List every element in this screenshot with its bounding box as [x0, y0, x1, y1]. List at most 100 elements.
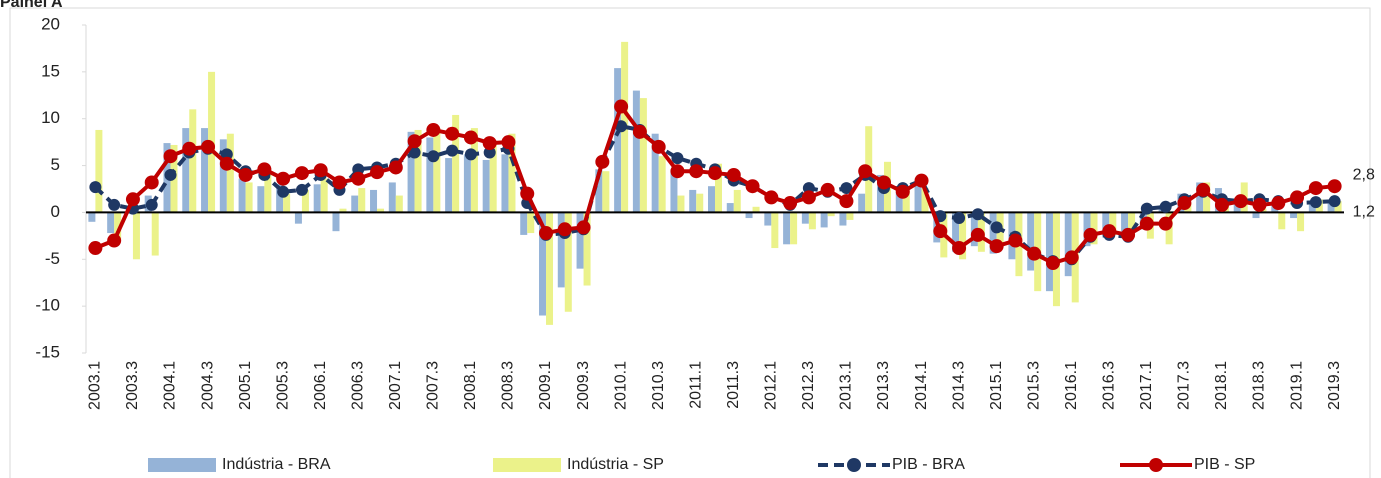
chart-border — [9, 7, 1371, 478]
y-tick-label: 15 — [41, 61, 60, 80]
bar — [876, 174, 884, 213]
bar — [595, 169, 603, 213]
bar — [801, 212, 809, 224]
marker — [427, 150, 440, 163]
marker — [651, 139, 666, 154]
bar — [482, 159, 490, 213]
marker — [1140, 202, 1153, 215]
bar — [313, 184, 321, 213]
data-label: 1,2 — [1353, 203, 1375, 220]
marker — [163, 149, 178, 164]
marker — [1196, 182, 1211, 197]
bar — [226, 133, 234, 213]
x-tick-label: 2018.3 — [1251, 361, 1268, 410]
marker — [407, 134, 422, 149]
x-tick-label: 2016.1 — [1063, 361, 1080, 410]
bar — [1334, 201, 1342, 213]
bar — [1278, 212, 1286, 230]
marker — [257, 162, 272, 177]
bar — [426, 137, 434, 213]
bar — [370, 189, 378, 213]
x-tick-label: 2019.3 — [1326, 361, 1343, 410]
bar — [564, 212, 572, 312]
marker — [351, 171, 366, 186]
bar — [745, 212, 753, 219]
x-tick-label: 2017.1 — [1138, 361, 1155, 410]
marker — [501, 135, 516, 150]
marker — [557, 222, 572, 237]
x-tick-label: 2006.3 — [349, 361, 366, 410]
bar — [733, 189, 741, 213]
x-tick-label: 2007.1 — [387, 361, 404, 410]
x-tick-label: 2003.1 — [87, 361, 104, 410]
bar — [696, 193, 704, 213]
marker — [689, 164, 704, 179]
bar — [332, 212, 340, 232]
x-tick-label: 2004.1 — [162, 361, 179, 410]
legend-swatch — [148, 458, 216, 472]
x-tick-label: 2005.1 — [237, 361, 254, 410]
marker — [914, 173, 929, 188]
marker — [539, 226, 554, 241]
bar — [639, 98, 647, 213]
x-tick-label: 2015.1 — [988, 361, 1005, 410]
x-tick-label: 2016.3 — [1101, 361, 1118, 410]
chart-title: Painel A — [0, 0, 63, 11]
marker — [614, 99, 629, 114]
marker — [182, 141, 197, 156]
marker — [408, 146, 421, 159]
bar — [858, 193, 866, 213]
bar — [752, 206, 760, 213]
x-tick-label: 2007.3 — [425, 361, 442, 410]
marker — [220, 148, 233, 161]
bar — [790, 212, 798, 245]
marker — [1064, 250, 1079, 265]
marker — [332, 175, 347, 190]
x-tick-label: 2011.3 — [725, 361, 742, 409]
bar — [1327, 201, 1335, 213]
bar — [88, 212, 96, 222]
marker — [520, 186, 535, 201]
x-tick-label: 2012.3 — [800, 361, 817, 410]
marker — [953, 212, 966, 225]
bar — [1027, 212, 1035, 271]
x-tick-label: 2014.1 — [913, 361, 930, 410]
marker — [294, 166, 309, 181]
marker — [1214, 197, 1229, 212]
bar — [257, 186, 265, 213]
marker — [820, 182, 835, 197]
marker — [108, 198, 121, 211]
marker — [483, 146, 496, 159]
y-tick-label: 20 — [41, 14, 60, 33]
marker — [1008, 233, 1023, 248]
bar — [132, 212, 140, 260]
bar — [445, 158, 453, 213]
x-tick-label: 2010.1 — [612, 361, 629, 410]
y-tick-label: 10 — [41, 108, 60, 127]
bar — [407, 131, 415, 213]
x-tick-label: 2010.3 — [650, 361, 667, 410]
bar — [1252, 212, 1260, 219]
legend-label: PIB - SP — [1194, 456, 1255, 473]
x-tick-label: 2008.3 — [500, 361, 517, 410]
marker — [1083, 227, 1098, 242]
bar — [614, 68, 622, 213]
bar — [1297, 212, 1305, 232]
bar — [952, 212, 960, 252]
bar — [320, 178, 328, 213]
bar — [414, 129, 422, 213]
bar — [294, 212, 302, 224]
marker — [1045, 256, 1060, 271]
bar — [489, 141, 497, 213]
marker — [277, 185, 290, 198]
bar — [463, 154, 471, 213]
bar — [182, 128, 190, 213]
bar — [508, 133, 516, 213]
bar — [276, 184, 284, 213]
x-tick-label: 2019.1 — [1288, 361, 1305, 410]
marker — [313, 163, 328, 178]
marker — [295, 183, 308, 196]
legend-label: PIB - BRA — [892, 456, 965, 473]
bar — [219, 139, 227, 213]
bar — [452, 114, 460, 213]
